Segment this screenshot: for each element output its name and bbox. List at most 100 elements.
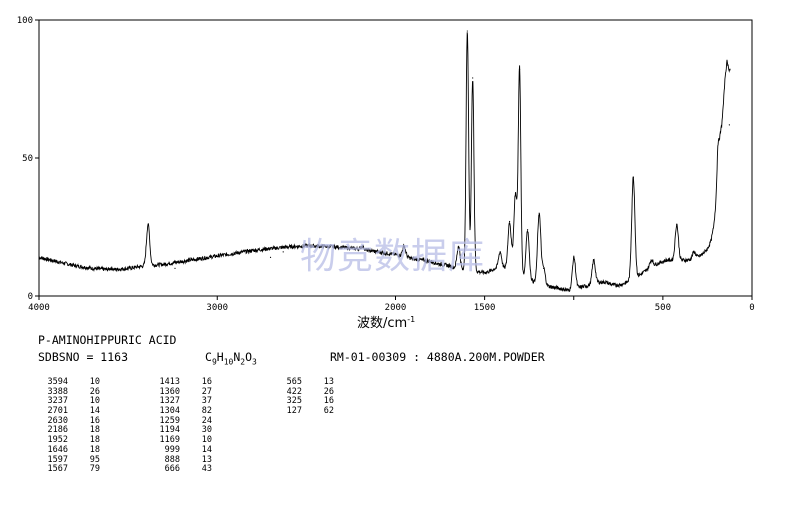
peak-table-row: 2186 18: [38, 426, 108, 436]
peak-wavenumber: 1646: [47, 444, 68, 455]
formula-element: N: [233, 350, 241, 364]
peak-table-row: 127 62: [272, 406, 352, 417]
peak-table-row: 1259 24: [150, 415, 230, 427]
peak-wavenumber: 2630: [47, 415, 68, 426]
x-tick-label: 2000: [385, 303, 407, 313]
sample-info: RM-01-00309 : 4880A.200M.POWDER: [330, 350, 545, 364]
peak-intensity: 24: [201, 415, 212, 426]
peak-point: [543, 267, 545, 269]
peak-point: [269, 256, 272, 258]
peak-table-row: 1194 30: [150, 426, 230, 436]
x-tick-label: 3000: [206, 303, 228, 313]
peak-intensity: 30: [201, 425, 212, 436]
formula-element: C: [205, 350, 212, 364]
peak-table-row: 1327 37: [150, 397, 230, 407]
watermark-text: 物竞数据库: [300, 236, 485, 277]
peak-intensity: 14: [201, 444, 212, 455]
peak-table-row: 1646 18: [38, 444, 108, 456]
peak-intensity: 16: [323, 396, 334, 407]
peak-table-row: 1169 10: [150, 435, 230, 446]
compound-name: P-AMINOHIPPURIC ACID: [38, 333, 177, 347]
peak-point: [174, 267, 176, 269]
peak-table-column-3: 565 13 422 26 325 16 127 62: [272, 377, 352, 417]
y-tick-label: 100: [17, 16, 33, 26]
peak-table-row: 3594 10: [38, 377, 108, 388]
peak-table-row: 1413 16: [150, 377, 230, 388]
peak-table-row: 1952 18: [38, 435, 108, 446]
peak-intensity: 10: [89, 377, 100, 387]
formula-subscript: 2: [240, 357, 246, 367]
formula-subscript: 3: [252, 357, 257, 367]
peak-table-row: 1597 95: [38, 454, 108, 466]
chart-ticks: 4000 3000 2000 1500 500 0 0 50 100: [17, 16, 755, 313]
peak-point: [593, 259, 595, 261]
peak-wavenumber: 666: [164, 464, 180, 475]
y-tick-label: 0: [28, 292, 33, 302]
peak-wavenumber: 1952: [47, 435, 68, 446]
peak-intensity: 62: [323, 406, 334, 417]
peak-point: [573, 256, 575, 258]
peak-intensity: 95: [89, 454, 100, 465]
peak-intensity: 13: [201, 454, 212, 465]
peak-intensity: 18: [89, 425, 100, 436]
peak-table-row: 666 43: [150, 464, 230, 475]
peak-table-row: 1360 27: [150, 386, 230, 398]
peak-point: [466, 30, 468, 32]
peak-point: [526, 229, 529, 231]
peak-point: [508, 220, 511, 223]
peak-point: [110, 267, 112, 269]
peak-point: [499, 251, 501, 253]
formula-element: H: [216, 350, 224, 364]
peak-point: [693, 251, 695, 253]
peak-point: [282, 251, 284, 253]
x-tick-label: 4000: [28, 303, 50, 313]
peak-point: [472, 77, 474, 79]
peak-wavenumber: 422: [286, 386, 302, 397]
peak-marks: [110, 30, 730, 269]
x-tick-label: 0: [749, 303, 754, 313]
peak-intensity: 18: [89, 444, 100, 455]
peak-table-row: 1304 82: [150, 406, 230, 417]
peak-intensity: 37: [201, 396, 212, 407]
peak-table-row: 888 13: [150, 454, 230, 466]
peak-table-row: 999 14: [150, 444, 230, 456]
peak-intensity: 26: [89, 386, 100, 397]
peak-intensity: 27: [201, 386, 212, 397]
peak-table-row: 2630 16: [38, 415, 108, 427]
molecular-formula: C9H10N2O3: [205, 350, 257, 369]
peak-wavenumber: 325: [286, 396, 302, 407]
peak-table-row: 3237 10: [38, 397, 108, 407]
peak-wavenumber: 1327: [159, 396, 180, 407]
peak-wavenumber: 999: [164, 444, 180, 455]
peak-intensity: 26: [323, 386, 334, 397]
peak-point: [361, 245, 363, 247]
x-axis-label: 波数/cm-1: [357, 315, 415, 331]
peak-wavenumber: 888: [164, 454, 180, 465]
x-tick-label: 1500: [474, 303, 496, 313]
peak-table-column-1: 3594 10 3388 26 3237 10 2701 14 2630 16 2186 18 1952…: [38, 377, 108, 475]
x-tick-label: 500: [655, 303, 671, 313]
peak-wavenumber: 3594: [47, 377, 68, 387]
peak-point: [458, 245, 460, 247]
peak-wavenumber: 1567: [47, 464, 68, 475]
peak-wavenumber: 3388: [47, 386, 68, 397]
peak-wavenumber: 2701: [47, 406, 68, 417]
peak-wavenumber: 1194: [159, 425, 180, 436]
peak-point: [728, 124, 730, 126]
peak-wavenumber: 1597: [47, 454, 68, 465]
peak-wavenumber: 2186: [47, 425, 68, 436]
peak-point: [147, 223, 149, 225]
peak-point: [403, 245, 405, 247]
peak-wavenumber: 1259: [159, 415, 180, 426]
sdbs-number: SDBSNO = 1163: [38, 350, 129, 364]
peak-point: [650, 259, 652, 261]
peak-table-column-2: 1413 16 1360 27 1327 37 1304 82 1259 24 1194 30 1169…: [150, 377, 230, 475]
peak-wavenumber: 127: [286, 406, 302, 417]
spectrum-line: [38, 32, 731, 293]
peak-intensity: 18: [89, 435, 100, 446]
peak-table-row: 2701 14: [38, 406, 108, 417]
peak-intensity: 79: [89, 464, 100, 475]
formula-subscript: 10: [223, 357, 234, 367]
peak-intensity: 16: [201, 377, 212, 387]
peak-wavenumber: 1360: [159, 386, 180, 397]
